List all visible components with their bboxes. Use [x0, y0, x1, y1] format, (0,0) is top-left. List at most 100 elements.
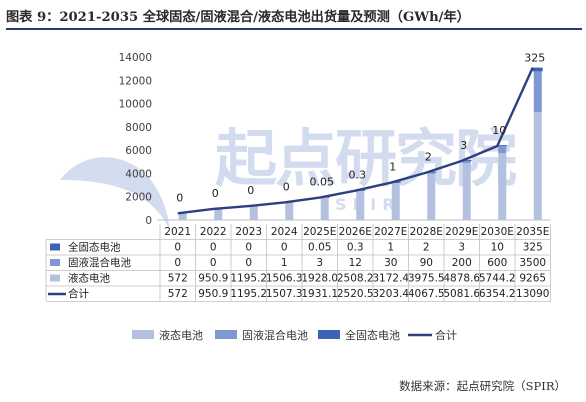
bar-all-solid [497, 145, 508, 147]
data-label: 325 [524, 52, 545, 65]
bar-semi-solid [533, 71, 542, 113]
table-cell: 0 [281, 242, 288, 254]
table-cell: 200 [452, 257, 472, 269]
table-cell: 0 [210, 257, 217, 269]
bar-all-solid [532, 67, 543, 72]
bar-semi-solid [462, 160, 471, 164]
table-cell: 3 [458, 242, 465, 254]
figure-title-text: 图表 9：2021-2035 全球固态/固液混合/液态电池出货量及预测（GWh/… [6, 10, 470, 25]
y-tick-label: 10000 [119, 99, 152, 111]
legend-label: 固液混合电池 [242, 328, 308, 342]
legend: 液态电池 固液混合电池 全固态电池 合计 [132, 328, 457, 342]
table-cell: 1507.3 [266, 288, 303, 300]
data-label: 3 [460, 139, 467, 152]
table-cell: 5081.6 [443, 288, 480, 300]
table-cell: 4878.6 [443, 273, 480, 285]
bar-liquid [498, 153, 507, 220]
data-label: 0.05 [310, 176, 335, 189]
table-key-swatch [50, 274, 60, 282]
table-cell: 2508.2 [337, 273, 374, 285]
plot-area: 0 0 0 0 0.05 0.3 1 2 3 10 325 [157, 52, 551, 221]
category-label: 2028E [410, 226, 443, 238]
table-row-label: 固液混合电池 [68, 256, 131, 269]
legend-label: 全固态电池 [345, 328, 400, 342]
y-tick-label: 4000 [125, 168, 152, 180]
watermark-sub: SPIR [335, 195, 401, 214]
data-label: 0 [212, 187, 219, 200]
data-label: 10 [492, 124, 506, 137]
table-key-swatch [50, 243, 60, 251]
table-cell: 13090 [516, 288, 549, 300]
category-label: 2029E [445, 226, 478, 238]
category-label: 2024 [271, 226, 298, 238]
table-cell: 3 [316, 257, 323, 269]
y-axis: 0 2000 4000 6000 8000 10000 12000 14000 [119, 52, 152, 227]
bar-liquid [178, 213, 187, 220]
data-label: 1 [389, 161, 396, 174]
legend-label: 液态电池 [159, 328, 203, 342]
table-cell: 5744.2 [479, 273, 516, 285]
y-tick-label: 8000 [125, 122, 152, 134]
table-row-label: 液态电池 [68, 272, 110, 285]
data-label: 0 [247, 184, 254, 197]
bar-liquid [356, 190, 365, 220]
legend-swatch [318, 330, 340, 339]
data-label: 0.3 [349, 169, 367, 182]
legend-swatch [215, 330, 237, 339]
bar-semi-solid [498, 146, 507, 154]
table-cell: 0 [174, 242, 181, 254]
y-tick-label: 12000 [119, 75, 152, 87]
figure-title: 图表 9：2021-2035 全球固态/固液混合/液态电池出货量及预测（GWh/… [6, 6, 582, 30]
legend-swatch [132, 330, 154, 339]
table-cell: 600 [487, 257, 507, 269]
table-key-swatch [50, 259, 60, 266]
line-total [177, 67, 534, 215]
watermark-swoosh [60, 157, 170, 230]
bar-liquid [462, 163, 471, 220]
y-tick-label: 6000 [125, 145, 152, 157]
category-label: 2027E [374, 226, 407, 238]
table-cell: 1 [387, 242, 394, 254]
category-label: 2030E [481, 226, 514, 238]
bar-liquid [214, 208, 223, 220]
data-label: 2 [425, 151, 432, 164]
table-cell: 1 [281, 257, 288, 269]
table-cell: 0.05 [308, 242, 331, 254]
table-cell: 3172.4 [372, 273, 409, 285]
table-cell: 30 [384, 257, 397, 269]
table-row-label: 全固态电池 [68, 241, 121, 254]
table-cell: 572 [168, 273, 188, 285]
bar-liquid [391, 183, 400, 220]
table-cell: 0 [210, 242, 217, 254]
y-tick-label: 2000 [125, 192, 152, 204]
legend-label: 合计 [435, 328, 457, 342]
y-tick-label: 14000 [119, 52, 152, 64]
table-cell: 90 [420, 257, 433, 269]
bar-liquid [249, 206, 258, 220]
bar-semi-solid [427, 172, 436, 174]
category-label: 2023 [235, 226, 262, 238]
data-label: 0 [176, 191, 183, 204]
category-label: 2035E [516, 226, 549, 238]
table-cell: 1506.3 [266, 273, 303, 285]
bar-all-solid [461, 159, 472, 161]
category-label: 2022 [200, 226, 227, 238]
data-label: 0 [283, 180, 290, 193]
table-cell: 3975.5 [408, 273, 445, 285]
table-cell: 1928.0 [301, 273, 338, 285]
table-cell: 6354.2 [479, 288, 516, 300]
y-tick-label: 0 [145, 215, 152, 227]
bar-liquid [285, 202, 294, 220]
table-cell: 1195.2 [230, 273, 267, 285]
table-row-label: 合计 [68, 287, 89, 300]
category-label: 2026E [339, 226, 372, 238]
category-label: 2025E [303, 226, 336, 238]
table-cell: 3500 [519, 257, 546, 269]
source-note: 数据来源：起点研究院（SPIR） [399, 379, 566, 393]
category-label: 2021 [164, 226, 191, 238]
table-cell: 1195.2 [230, 288, 267, 300]
table-cell: 2520.5 [337, 288, 374, 300]
bar-liquid [320, 197, 329, 220]
watermark-text: 起点研究院 [215, 122, 516, 195]
